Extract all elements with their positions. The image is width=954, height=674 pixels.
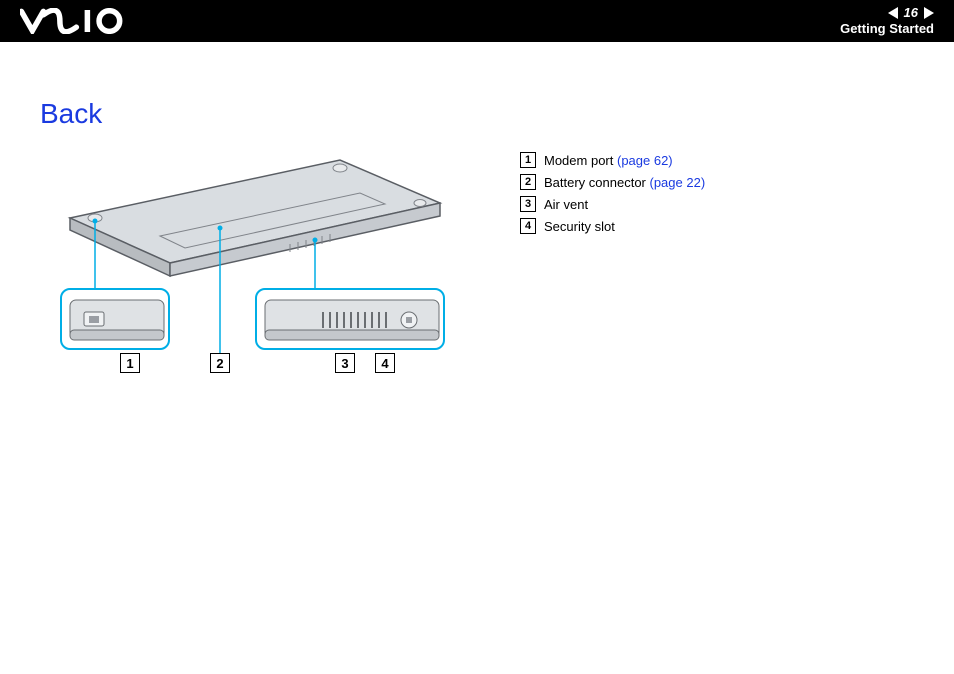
detail-1-svg bbox=[62, 290, 172, 352]
callout-num-2: 2 bbox=[210, 353, 230, 373]
section-name: Getting Started bbox=[840, 21, 934, 37]
callout-num-3: 3 bbox=[335, 353, 355, 373]
next-page-arrow[interactable] bbox=[924, 7, 934, 19]
legend-num-1: 1 bbox=[520, 152, 536, 168]
header-bar: 16 Getting Started bbox=[0, 0, 954, 42]
content-area: Back bbox=[0, 42, 954, 378]
legend-link-2[interactable]: (page 22) bbox=[650, 175, 706, 190]
legend-label-4: Security slot bbox=[544, 219, 615, 234]
diagram-column: 1 2 3 4 bbox=[40, 148, 460, 378]
legend-label-1: Modem port bbox=[544, 153, 617, 168]
vaio-logo bbox=[20, 8, 130, 34]
legend-column: 1 Modem port (page 62) 2 Battery connect… bbox=[520, 148, 914, 240]
legend-item-3: 3 Air vent bbox=[520, 196, 914, 212]
header-right: 16 Getting Started bbox=[840, 5, 934, 36]
callout-box-2 bbox=[255, 288, 445, 350]
callout-box-1 bbox=[60, 288, 170, 350]
prev-page-arrow[interactable] bbox=[888, 7, 898, 19]
callout-num-1: 1 bbox=[120, 353, 140, 373]
legend-label-3: Air vent bbox=[544, 197, 588, 212]
legend-item-1: 1 Modem port (page 62) bbox=[520, 152, 914, 168]
legend-num-2: 2 bbox=[520, 174, 536, 190]
legend-item-2: 2 Battery connector (page 22) bbox=[520, 174, 914, 190]
legend-num-3: 3 bbox=[520, 196, 536, 212]
page-nav: 16 bbox=[888, 5, 934, 21]
detail-2-svg bbox=[257, 290, 447, 352]
body-row: 1 2 3 4 1 Modem port (page 62) 2 Battery… bbox=[40, 148, 914, 378]
legend-num-4: 4 bbox=[520, 218, 536, 234]
legend-item-4: 4 Security slot bbox=[520, 218, 914, 234]
page-title: Back bbox=[40, 98, 914, 130]
page-number: 16 bbox=[904, 5, 918, 21]
legend-label-2: Battery connector bbox=[544, 175, 650, 190]
callout-num-4: 4 bbox=[375, 353, 395, 373]
legend-link-1[interactable]: (page 62) bbox=[617, 153, 673, 168]
laptop-back-diagram: 1 2 3 4 bbox=[40, 148, 460, 378]
